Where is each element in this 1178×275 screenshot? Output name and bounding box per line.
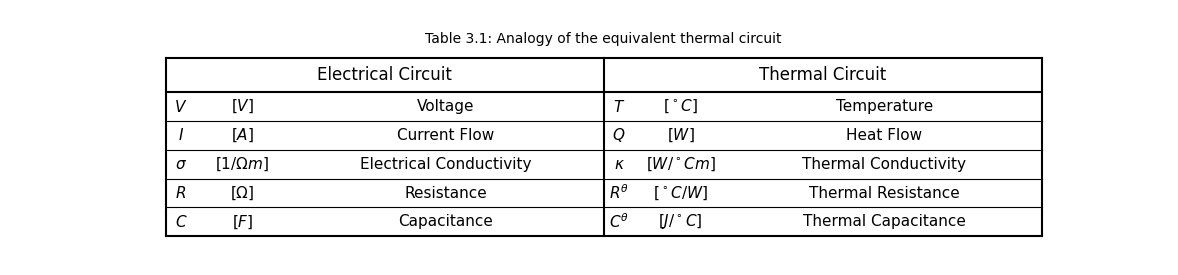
Text: Thermal Circuit: Thermal Circuit: [759, 66, 887, 84]
Text: Resistance: Resistance: [404, 186, 488, 200]
Text: Thermal Capacitance: Thermal Capacitance: [802, 214, 966, 229]
Text: $[A]$: $[A]$: [231, 127, 253, 144]
Text: Thermal Conductivity: Thermal Conductivity: [802, 157, 966, 172]
Text: $C^{\theta}$: $C^{\theta}$: [609, 213, 629, 231]
Text: Temperature: Temperature: [835, 99, 933, 114]
Text: $[\Omega]$: $[\Omega]$: [230, 184, 254, 202]
Text: $[{^\circ}C]$: $[{^\circ}C]$: [663, 98, 697, 116]
Text: $\sigma$: $\sigma$: [174, 157, 187, 172]
Text: Thermal Resistance: Thermal Resistance: [809, 186, 960, 200]
Text: $R$: $R$: [176, 185, 186, 201]
Text: $[{^\circ}C/W]$: $[{^\circ}C/W]$: [653, 184, 708, 202]
Text: Electrical Conductivity: Electrical Conductivity: [360, 157, 531, 172]
Text: $[1/\Omega m]$: $[1/\Omega m]$: [216, 156, 270, 173]
Text: Table 3.1: Analogy of the equivalent thermal circuit: Table 3.1: Analogy of the equivalent the…: [425, 32, 782, 46]
Text: Heat Flow: Heat Flow: [846, 128, 922, 143]
Text: $V$: $V$: [174, 99, 187, 115]
Text: $Q$: $Q$: [613, 126, 626, 144]
Text: Capacitance: Capacitance: [398, 214, 494, 229]
Text: Electrical Circuit: Electrical Circuit: [317, 66, 452, 84]
Text: $[F]$: $[F]$: [232, 213, 253, 230]
Text: $R^{\theta}$: $R^{\theta}$: [609, 184, 629, 202]
Text: $T$: $T$: [613, 99, 626, 115]
Text: $[V]$: $[V]$: [231, 98, 253, 116]
Text: Current Flow: Current Flow: [397, 128, 495, 143]
Text: Voltage: Voltage: [417, 99, 475, 114]
Text: $C$: $C$: [174, 214, 187, 230]
Text: $[J/{^\circ}C]$: $[J/{^\circ}C]$: [659, 212, 702, 231]
Text: $[W]$: $[W]$: [667, 127, 694, 144]
Text: $\kappa$: $\kappa$: [614, 157, 624, 172]
Text: $[W/{^\circ}Cm]$: $[W/{^\circ}Cm]$: [646, 156, 715, 173]
Text: $I$: $I$: [178, 128, 184, 144]
